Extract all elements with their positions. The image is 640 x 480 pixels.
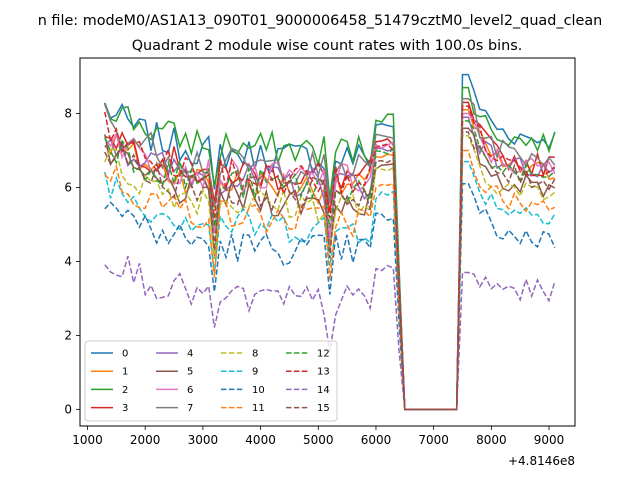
chart-title: Quadrant 2 module wise count rates with …: [132, 38, 523, 54]
plot-area: 1000 2000 3000 4000 5000 6000 7000 8000 9000 0 2 4…: [64, 57, 576, 468]
x-axis: 1000 2000 3000 4000 5000 6000 7000 8000 9000: [72, 426, 564, 447]
legend-label-2: 2: [122, 385, 128, 396]
x-tick-label: 6000: [361, 433, 392, 447]
legend-label-0: 0: [122, 349, 128, 360]
x-offset-label: +4.8146e8: [508, 454, 575, 468]
x-tick-label: 8000: [476, 433, 507, 447]
legend-label-3: 3: [122, 403, 128, 414]
x-tick-label: 3000: [188, 433, 219, 447]
series-line-8: [104, 134, 556, 411]
legend-label-1: 1: [122, 367, 128, 378]
x-tick-label: 2000: [130, 433, 161, 447]
series-line-13: [104, 105, 556, 411]
series-line-9: [104, 160, 556, 411]
legend-label-11: 11: [252, 403, 265, 414]
legend-label-4: 4: [187, 349, 193, 360]
y-axis: 0 2 4 6 8: [64, 106, 80, 416]
legend-label-7: 7: [187, 403, 193, 414]
x-tick-label: 4000: [245, 433, 276, 447]
y-tick-label: 0: [64, 402, 72, 416]
axes-frame: [79, 57, 576, 427]
legend-label-6: 6: [187, 385, 193, 396]
legend-label-10: 10: [252, 385, 265, 396]
legend-label-14: 14: [317, 385, 330, 396]
y-tick-label: 2: [64, 328, 72, 342]
legend-label-13: 13: [317, 367, 330, 378]
legend-label-15: 15: [317, 403, 330, 414]
series-line-4: [104, 116, 556, 411]
x-tick-label: 7000: [418, 433, 449, 447]
series-line-12: [104, 120, 556, 411]
y-tick-label: 4: [64, 254, 72, 268]
legend-label-9: 9: [252, 367, 258, 378]
legend-label-8: 8: [252, 349, 258, 360]
y-tick-label: 6: [64, 180, 72, 194]
legend-label-12: 12: [317, 349, 330, 360]
legend-box: [84, 340, 338, 422]
x-tick-label: 9000: [534, 433, 565, 447]
x-tick-label: 1000: [72, 433, 103, 447]
series-line-10: [104, 182, 556, 411]
figure-suptitle: n file: modeM0/AS1A13_090T01_9000006458_…: [38, 13, 603, 29]
y-tick-label: 8: [64, 106, 72, 120]
series-line-11: [104, 149, 556, 411]
series-line-15: [104, 131, 556, 411]
legend-label-5: 5: [187, 367, 193, 378]
x-tick-label: 5000: [303, 433, 334, 447]
